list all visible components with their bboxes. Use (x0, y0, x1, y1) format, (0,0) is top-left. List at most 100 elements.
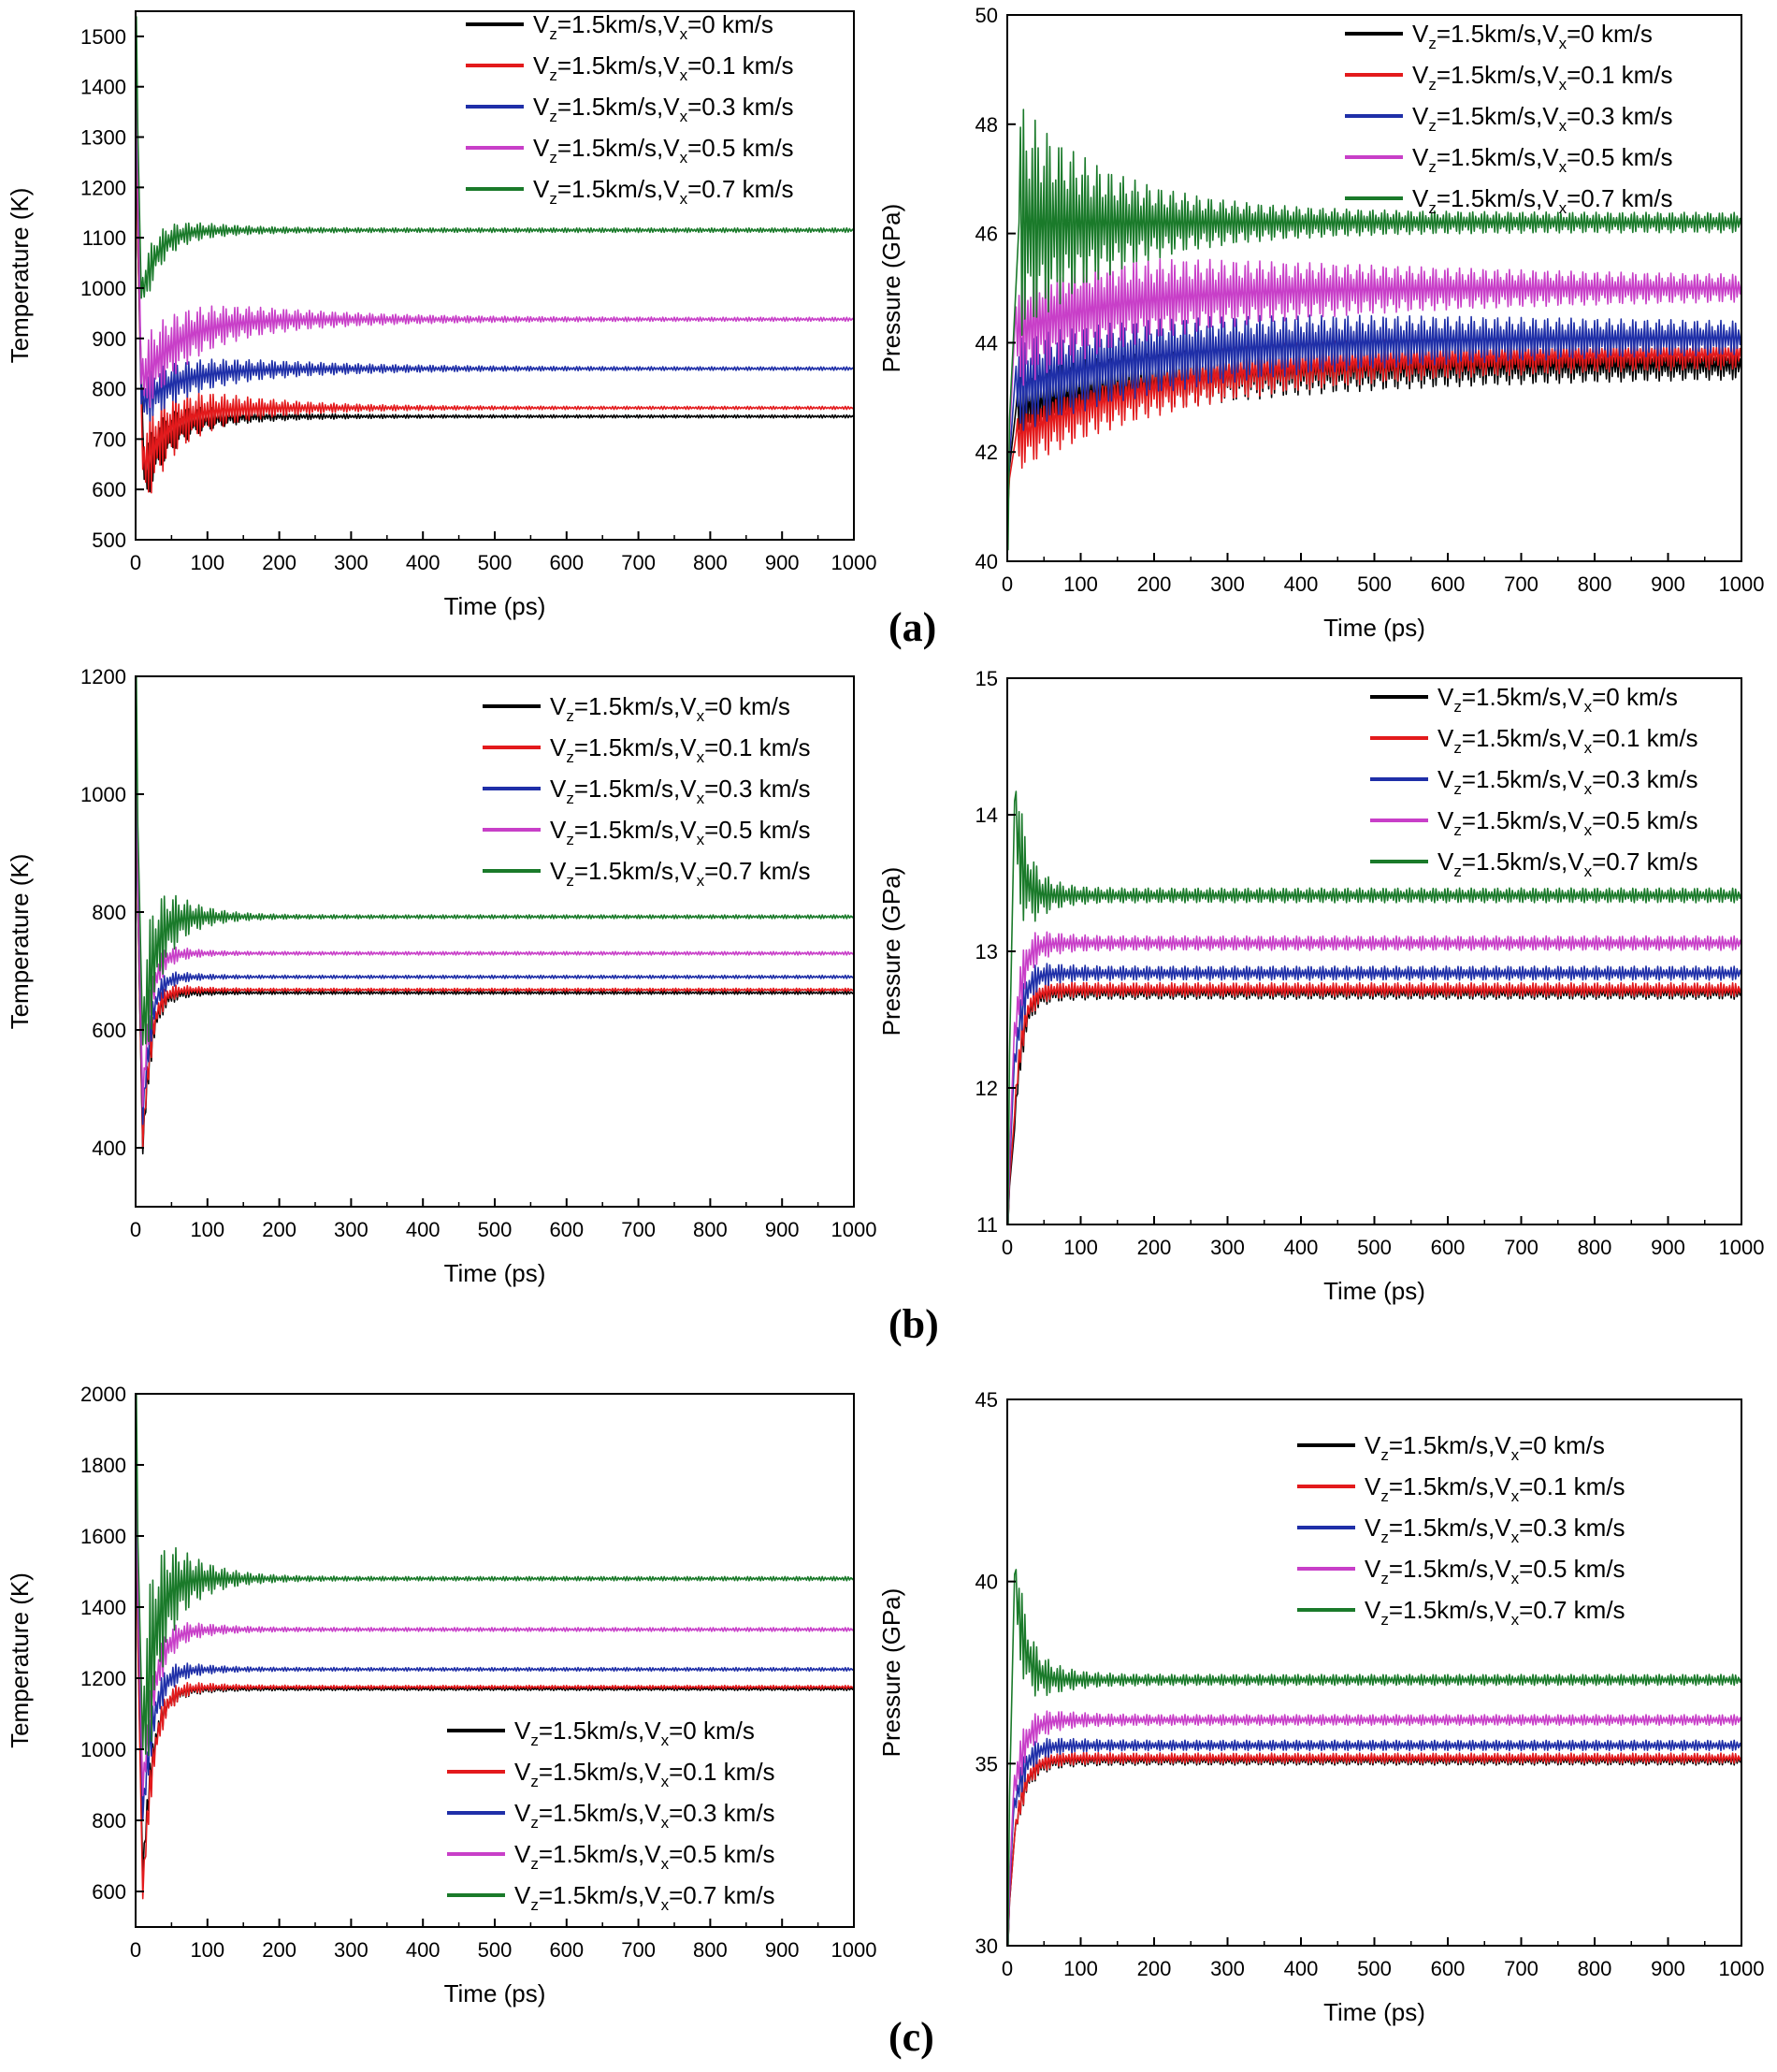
temp-b-series-vx-0.1 (136, 734, 854, 1149)
legend-subscript: z (566, 790, 574, 807)
legend-subscript: x (1511, 1529, 1520, 1546)
press-a-series-group (1007, 109, 1741, 551)
legend-text: =0.5 km/s (704, 816, 810, 844)
legend-text: V (1437, 683, 1454, 711)
temp-a-xtick-label-800: 800 (693, 551, 728, 574)
temp-a-xtick-label-900: 900 (765, 551, 800, 574)
legend-text: V (514, 1840, 531, 1868)
press-b-xtick-label-400: 400 (1284, 1236, 1319, 1259)
temp-b-ytick-label-400: 400 (92, 1137, 126, 1160)
legend-subscript: z (530, 1731, 539, 1749)
legend-text: =1.5km/s,V (1437, 20, 1559, 48)
legend-text: =1.5km/s,V (539, 1799, 661, 1827)
legend-text: =0.1 km/s (1567, 61, 1672, 89)
legend-text: V (1437, 806, 1454, 834)
temp-a-xtick-label-0: 0 (130, 551, 141, 574)
press-b-ytick-label-15: 15 (975, 667, 998, 690)
legend-subscript: x (680, 66, 688, 84)
temp-a-ytick-label-700: 700 (92, 427, 126, 451)
legend-subscript: x (697, 872, 705, 890)
press-b-legend-label-vx-0.7: Vz=1.5km/s,Vx=0.7 km/s (1437, 848, 1698, 880)
legend-subscript: z (549, 66, 557, 84)
legend-text: =1.5km/s,V (1389, 1596, 1511, 1624)
press-b-xtick-label-300: 300 (1210, 1236, 1245, 1259)
legend-text: =0.7 km/s (669, 1881, 774, 1909)
temp-b-legend-label-vx-0.1: Vz=1.5km/s,Vx=0.1 km/s (550, 733, 811, 766)
temp-c-ytick-label-1400: 1400 (80, 1596, 126, 1619)
press-a-xtick-label-300: 300 (1210, 572, 1245, 596)
temp-c-legend-label-vx-0.1: Vz=1.5km/s,Vx=0.1 km/s (514, 1758, 775, 1790)
press-c-xtick-label-200: 200 (1137, 1957, 1172, 1980)
temp-a-legend-label-vx-0: Vz=1.5km/s,Vx=0 km/s (533, 10, 773, 43)
legend-text: V (533, 134, 550, 162)
temp-b-ytick-label-600: 600 (92, 1019, 126, 1042)
temp-a-ytick-label-1000: 1000 (80, 277, 126, 300)
legend-text: =0.7 km/s (687, 175, 793, 203)
press-c-xtick-label-500: 500 (1357, 1957, 1392, 1980)
legend-text: =0.1 km/s (1592, 724, 1698, 752)
temp-a-xtick-label-1000: 1000 (831, 551, 877, 574)
press-c-xtick-label-0: 0 (1002, 1957, 1013, 1980)
press-a-legend-label-vx-0.7: Vz=1.5km/s,Vx=0.7 km/s (1412, 184, 1673, 217)
temp-c-ytick-label-800: 800 (92, 1809, 126, 1833)
temp-b-series-vx-0.3 (136, 723, 854, 1125)
panel-caption-b: (b) (888, 1301, 939, 1347)
legend-subscript: z (566, 748, 574, 766)
legend-subscript: x (1511, 1611, 1520, 1629)
legend-subscript: x (1559, 117, 1568, 135)
temp-a-xtick-label-100: 100 (190, 551, 224, 574)
temp-b-xtick-label-1000: 1000 (831, 1218, 877, 1241)
chart-press-b: 0 100 200 300 400 500 600 700 800 900 1000 11 12 13 14… (877, 667, 1764, 1305)
temp-a-ytick-label-600: 600 (92, 478, 126, 501)
temp-a-ytick-label-1200: 1200 (80, 176, 126, 199)
legend-text: =0.5 km/s (1567, 143, 1672, 171)
temp-a-ytick-label-1100: 1100 (82, 226, 126, 250)
temp-b-legend-label-vx-0.3: Vz=1.5km/s,Vx=0.3 km/s (550, 775, 811, 807)
press-b-xtick-label-800: 800 (1578, 1236, 1612, 1259)
legend-subscript: z (1453, 739, 1462, 757)
legend-subscript: z (1380, 1446, 1389, 1464)
legend-text: =1.5km/s,V (1462, 724, 1584, 752)
press-c-legend-label-vx-0.5: Vz=1.5km/s,Vx=0.5 km/s (1365, 1555, 1625, 1587)
legend-text: =1.5km/s,V (557, 134, 680, 162)
press-b-xtick-label-700: 700 (1504, 1236, 1539, 1259)
legend-text: =0 km/s (687, 10, 773, 38)
temp-a-series-vx-0.5 (136, 46, 854, 409)
temp-a-xtick-label-500: 500 (478, 551, 513, 574)
legend-subscript: x (1511, 1446, 1520, 1464)
temp-b-xtick-label-300: 300 (334, 1218, 368, 1241)
legend-subscript: x (1511, 1570, 1520, 1587)
temp-a-legend: Vz=1.5km/s,Vx=0 km/s Vz =1.5km/s,V x=0.1 km… (466, 10, 794, 208)
temp-b-legend-label-vx-0: Vz=1.5km/s,Vx=0 km/s (550, 692, 790, 725)
press-a-ytick-label-42: 42 (975, 441, 998, 464)
press-a-ytick-label-46: 46 (975, 223, 998, 246)
legend-text: =0.1 km/s (687, 51, 793, 80)
temp-a-ytick-label-800: 800 (92, 378, 126, 401)
temp-b-series-vx-0 (136, 734, 854, 1155)
press-c-legend: Vz=1.5km/s,Vx=0 km/sVz=1.5km/s,Vx=0.1 km… (1297, 1431, 1625, 1629)
legend-subscript: z (566, 872, 574, 890)
legend-text: =0.3 km/s (1519, 1514, 1625, 1542)
temp-a-y-axis-title: Temperature (K) (6, 188, 34, 364)
press-a-xtick-label-600: 600 (1431, 572, 1466, 596)
press-a-xtick-label-700: 700 (1504, 572, 1539, 596)
legend-text: V (1412, 143, 1429, 171)
chart-temp-a: 0 100 200 300 400 500 600 700 800 900 1000 500 600 70… (6, 10, 876, 620)
legend-subscript: x (697, 707, 705, 725)
legend-text: =1.5km/s,V (574, 733, 697, 761)
press-a-xtick-label-0: 0 (1002, 572, 1013, 596)
press-c-xtick-label-1000: 1000 (1719, 1957, 1765, 1980)
press-a-ytick-label-40: 40 (975, 550, 998, 573)
temp-a-ytick-label-900: 900 (92, 327, 126, 351)
press-b-ytick-label-12: 12 (975, 1077, 998, 1100)
press-a-xtick-label-400: 400 (1284, 572, 1319, 596)
legend-subscript: x (1584, 780, 1593, 798)
press-b-ytick-label-11: 11 (976, 1213, 998, 1237)
legend-text: =1.5km/s,V (1389, 1472, 1511, 1500)
press-c-ytick-label-40: 40 (975, 1571, 998, 1594)
legend-subscript: z (1380, 1611, 1389, 1629)
legend-subscript: x (697, 790, 705, 807)
press-b-series-group (1007, 790, 1741, 1224)
legend-subscript: z (1380, 1487, 1389, 1505)
chart-temp-b: 0 100 200 300 400 500 600 700 800 900 1000 400 600 80… (6, 665, 876, 1287)
